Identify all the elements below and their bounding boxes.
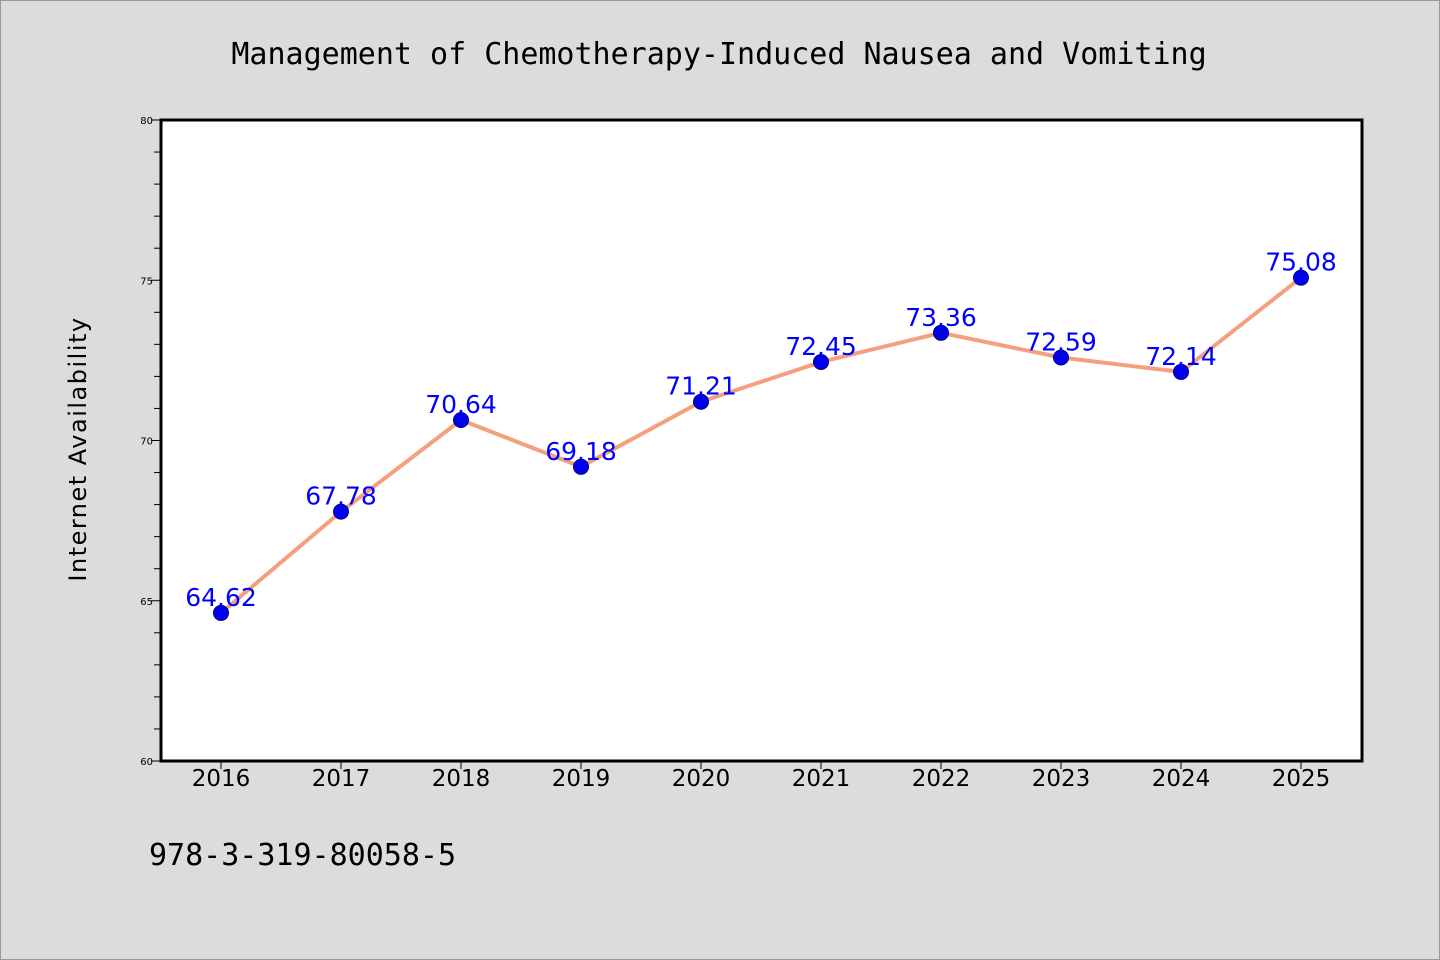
data-point-marker (333, 503, 349, 520)
data-point-marker (933, 324, 949, 341)
x-axis-ticks: 2016 2017 2018 2019 2020 2021 2022 2023 2024 2025 (192, 761, 1331, 792)
x-tick-label: 2025 (1272, 766, 1331, 792)
data-label: 72.14 (1145, 342, 1217, 371)
data-label: 71.21 (665, 372, 737, 401)
isbn-footer: 978-3-319-80058-5 (149, 838, 456, 873)
y-tick-label: 65 (140, 597, 153, 608)
data-label: 67.78 (305, 482, 377, 511)
data-label: 73.36 (905, 303, 977, 332)
y-tick-label: 70 (140, 437, 153, 448)
series-group (213, 269, 1309, 621)
data-point-marker (213, 604, 229, 621)
data-label: 75.08 (1265, 248, 1337, 277)
chart-title: Management of Chemotherapy-Induced Nause… (231, 37, 1206, 72)
x-tick-label: 2016 (192, 766, 251, 792)
y-axis-label: Internet Availability (64, 316, 92, 581)
data-label: 72.45 (785, 332, 857, 361)
plot-frame (159, 118, 1364, 763)
x-tick-label: 2021 (792, 766, 851, 792)
data-point-marker (1053, 349, 1069, 366)
data-point-marker (573, 458, 589, 475)
x-tick-label: 2019 (552, 766, 611, 792)
x-tick-label: 2022 (912, 766, 971, 792)
y-tick-label: 80 (140, 116, 153, 127)
data-point-marker (1173, 363, 1189, 380)
plot-area (161, 120, 1362, 761)
x-tick-label: 2024 (1152, 766, 1211, 792)
x-tick-label: 2020 (672, 766, 731, 792)
x-tick-label: 2017 (312, 766, 371, 792)
data-label: 70.64 (425, 390, 497, 419)
y-tick-label: 75 (140, 276, 153, 287)
data-point-marker (693, 393, 709, 410)
data-labels-group: 64.62 67.78 70.64 69.18 71.21 72.45 73.36 72.59… (185, 248, 1337, 612)
data-label: 64.62 (185, 583, 257, 612)
data-label: 72.59 (1025, 327, 1097, 356)
data-point-marker (453, 411, 469, 428)
series-line (219, 275, 1303, 615)
y-axis-ticks: 60 65 70 75 80 (140, 116, 161, 768)
data-label: 69.18 (545, 437, 617, 466)
x-tick-label: 2018 (432, 766, 491, 792)
x-tick-label: 2023 (1032, 766, 1091, 792)
data-point-marker (1293, 269, 1309, 286)
y-tick-label: 60 (140, 757, 153, 768)
data-point-marker (813, 353, 829, 370)
